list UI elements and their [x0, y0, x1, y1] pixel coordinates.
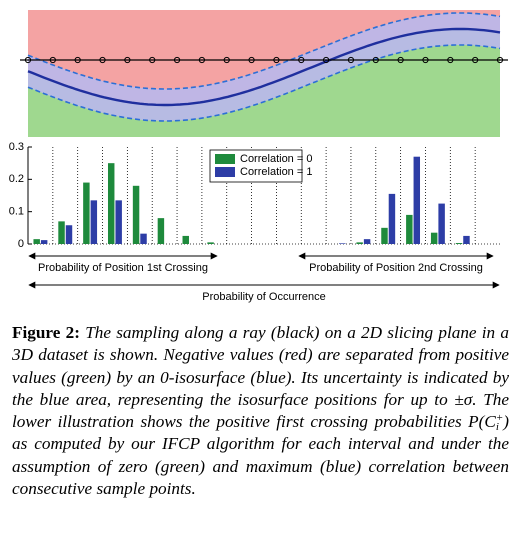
bar	[107, 163, 115, 244]
bar	[406, 214, 413, 244]
sample-point	[472, 56, 479, 64]
bar	[90, 200, 98, 244]
sample-point	[223, 56, 230, 64]
isosurface	[27, 27, 501, 107]
bar	[40, 240, 48, 244]
sample-point	[496, 56, 504, 64]
sample-point	[173, 56, 181, 64]
sample-point	[149, 56, 156, 64]
annotation: Probability of Occurrence	[202, 291, 326, 303]
bar	[356, 242, 363, 244]
bar	[157, 218, 165, 244]
sample-point	[248, 56, 255, 64]
caption-math: P(C + i)	[468, 412, 509, 434]
sample-point	[323, 56, 330, 64]
legend-swatch	[215, 167, 235, 177]
annotation: Probability of Position 2nd Crossing	[309, 262, 483, 274]
bar	[182, 235, 189, 244]
y-tick-label: 0.3	[9, 141, 24, 153]
bar	[58, 221, 65, 244]
math-base: P(C	[468, 412, 496, 432]
bar	[413, 156, 421, 244]
sample-point	[124, 56, 131, 64]
caption: Figure 2: The sampling along a ray (blac…	[12, 322, 509, 500]
sample-point	[347, 56, 355, 64]
bar	[83, 182, 90, 244]
bar	[388, 193, 396, 244]
slice-illustration	[20, 10, 508, 137]
sample-point	[422, 56, 429, 64]
sample-point	[74, 56, 81, 64]
bar	[65, 225, 73, 244]
legend-label: Correlation = 1	[240, 166, 312, 178]
bar	[455, 243, 463, 244]
sample-point	[447, 56, 454, 64]
caption-label: Figure 2:	[12, 323, 80, 342]
sample-point	[49, 56, 56, 64]
sample-point	[372, 56, 379, 64]
caption-text: The sampling along a ray (black) on a 2D…	[12, 323, 509, 432]
math-sup: +	[495, 412, 504, 425]
bar	[339, 243, 346, 244]
legend-label: Correlation = 0	[240, 153, 312, 165]
sample-point	[298, 56, 305, 64]
bar	[115, 200, 122, 244]
y-tick-label: 0.1	[9, 206, 24, 218]
sample-point	[273, 56, 280, 64]
bar	[381, 227, 388, 244]
uncertainty-band	[28, 13, 500, 121]
legend-swatch	[215, 154, 235, 164]
math-sub: i	[495, 421, 499, 434]
annotation: Probability of Position 1st Crossing	[38, 262, 208, 274]
band-edge	[27, 12, 501, 90]
y-tick-label: 0.2	[9, 173, 24, 185]
bar	[140, 233, 147, 244]
band-edge	[27, 44, 501, 122]
caption-text: as computed by our IFCP algorithm for ea…	[12, 434, 509, 499]
bar	[363, 239, 371, 244]
sample-point	[198, 56, 205, 64]
bar	[463, 235, 470, 244]
bar	[430, 232, 438, 244]
sample-point	[99, 56, 106, 64]
bar	[207, 242, 214, 244]
sample-point	[24, 56, 32, 64]
sample-point	[397, 56, 404, 64]
bar	[33, 239, 40, 244]
math-close: )	[503, 412, 509, 432]
bar	[132, 185, 140, 244]
y-tick-label: 0	[18, 238, 24, 250]
bar	[438, 203, 445, 244]
